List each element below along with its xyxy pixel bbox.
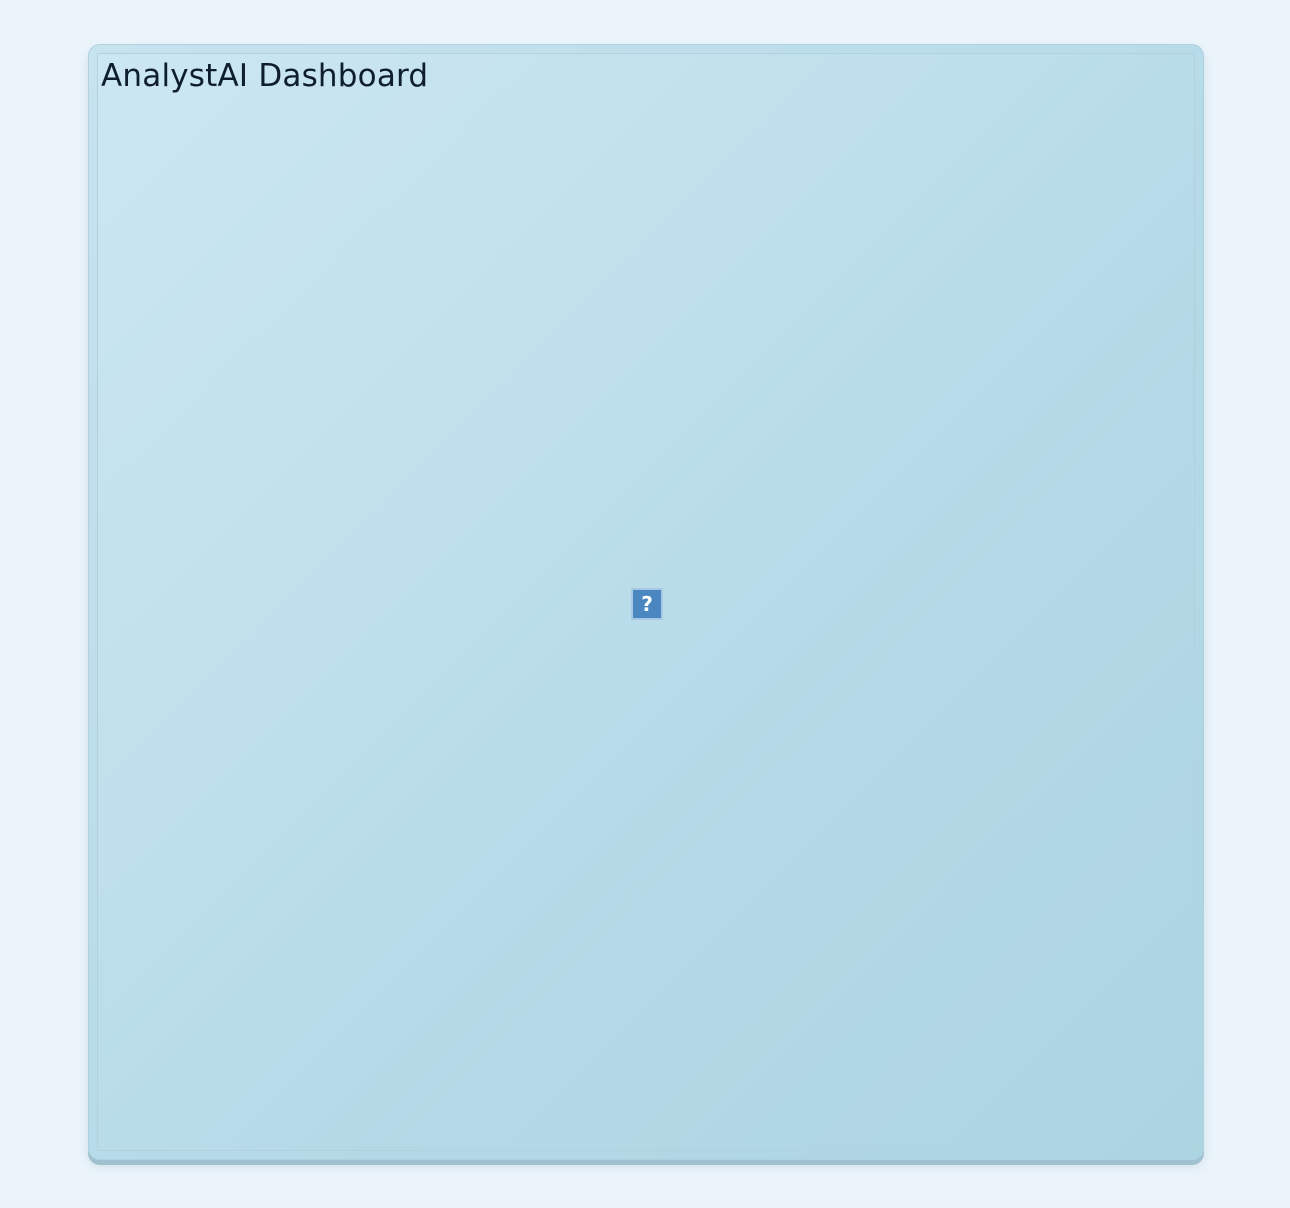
question-mark-glyph: ? bbox=[641, 592, 653, 616]
missing-content-icon[interactable]: ? bbox=[631, 588, 663, 620]
page-title: AnalystAI Dashboard bbox=[101, 58, 429, 94]
dashboard-content-area: AnalystAI Dashboard ? bbox=[97, 53, 1195, 1151]
dashboard-panel: AnalystAI Dashboard ? bbox=[88, 44, 1204, 1160]
